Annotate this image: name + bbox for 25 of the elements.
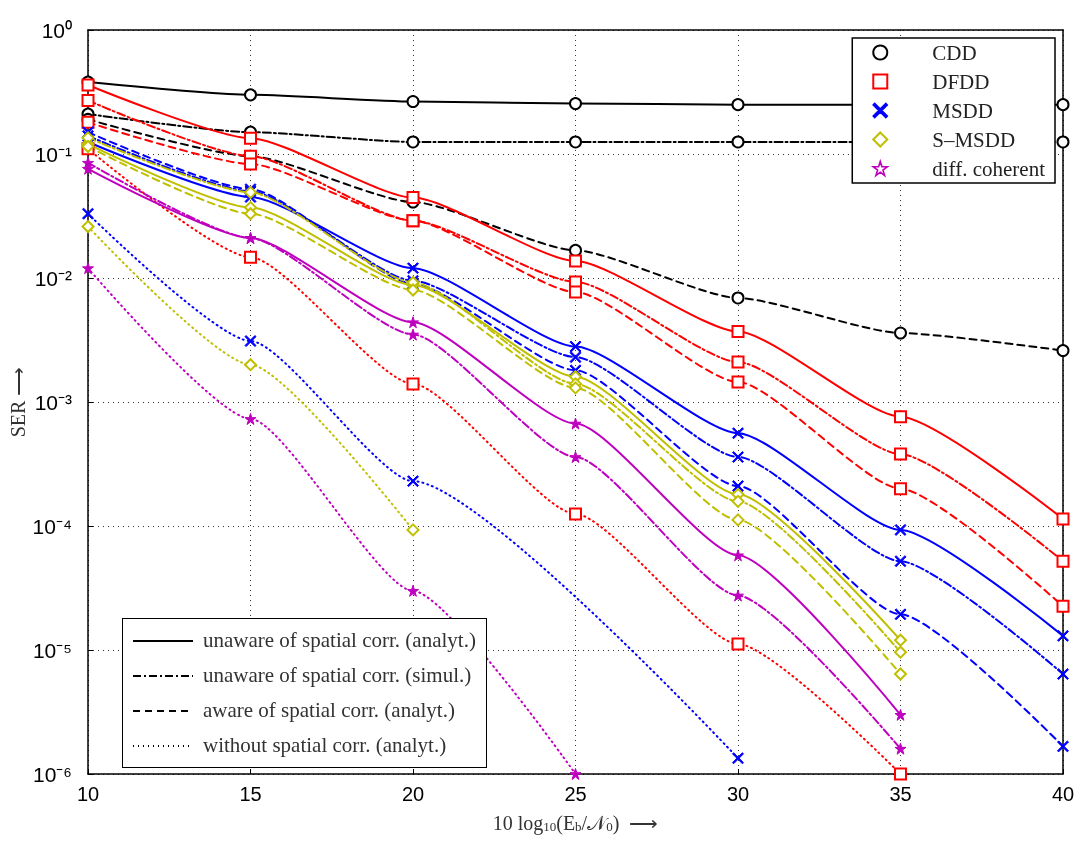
x-tick-label: 25 bbox=[564, 783, 587, 805]
legend-label: S–MSDD bbox=[932, 127, 1016, 152]
x-tick-label: 30 bbox=[726, 783, 750, 805]
x-tick-label: 15 bbox=[239, 783, 262, 805]
x-tick-label: 35 bbox=[889, 783, 912, 805]
y-tick-label: 10⁰ bbox=[41, 18, 72, 42]
y-tick-label: 10⁻³ bbox=[34, 390, 72, 414]
annotation: unaware of spatial corr. (simul.) bbox=[203, 662, 472, 689]
legend-label: MSDD bbox=[932, 98, 993, 123]
annotation: aware of spatial corr. (analyt.) bbox=[203, 697, 455, 724]
y-tick-label: 10⁻² bbox=[34, 266, 72, 290]
y-tick-label: 10⁻¹ bbox=[34, 142, 72, 166]
y-tick-label: 10⁻⁶ bbox=[32, 762, 72, 786]
y-tick-label: 10⁻⁴ bbox=[32, 514, 72, 538]
x-tick-label: 20 bbox=[401, 783, 425, 805]
annotation: unaware of spatial corr. (analyt.) bbox=[203, 627, 476, 654]
y-tick-label: 10⁻⁵ bbox=[32, 638, 72, 662]
annotation: without spatial corr. (analyt.) bbox=[203, 732, 447, 759]
legend-label: DFDD bbox=[932, 69, 990, 94]
x-tick-label: 40 bbox=[1051, 783, 1075, 805]
x-tick-label: 10 bbox=[76, 783, 100, 805]
legend-label: CDD bbox=[932, 40, 977, 65]
legend-label: diff. coherent bbox=[932, 156, 1046, 181]
y-axis-title: SER ⟶ bbox=[6, 366, 30, 438]
x-axis-title: 10 log10(Eb/𝒩0) ⟶ bbox=[492, 811, 659, 835]
